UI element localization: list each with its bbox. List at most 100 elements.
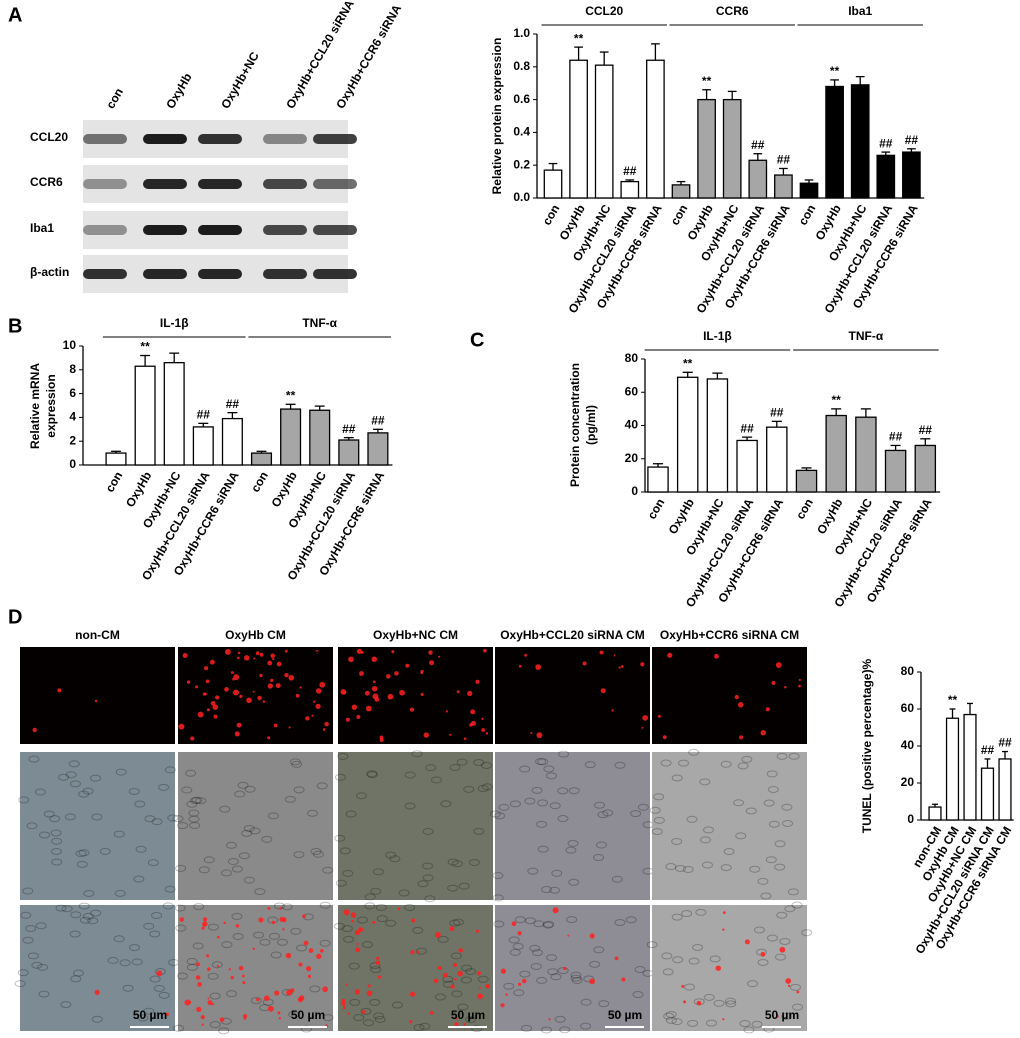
cell	[537, 799, 549, 807]
cell	[243, 824, 255, 832]
tunel-dot	[288, 674, 295, 681]
cell	[49, 815, 61, 823]
annotation: **	[683, 356, 693, 370]
cell	[167, 814, 179, 822]
tunel-dot	[589, 933, 595, 939]
cell	[473, 827, 485, 835]
tunel-dot	[737, 702, 744, 708]
cell	[113, 935, 125, 943]
tunel-dot	[197, 711, 204, 718]
cell	[583, 975, 595, 983]
micrograph	[178, 752, 333, 900]
cell	[535, 758, 547, 766]
cell	[494, 812, 506, 820]
lane-label: con	[103, 86, 126, 111]
tunel-dot	[322, 986, 328, 993]
tunel-dot	[252, 690, 255, 693]
stain-label: TUNEL	[604, 649, 644, 663]
bar	[105, 452, 127, 466]
blot-band	[83, 225, 127, 235]
tunel-dot	[350, 912, 357, 918]
cell	[524, 797, 536, 805]
cell	[115, 768, 127, 776]
cell	[219, 805, 231, 813]
cell	[637, 803, 649, 811]
tunel-dot	[351, 704, 357, 710]
cell	[243, 876, 255, 884]
bar	[825, 85, 844, 199]
tunel-dot	[467, 690, 473, 697]
cell	[364, 902, 376, 910]
tunel-dot	[642, 715, 648, 721]
tunel-dot	[456, 690, 460, 694]
bar	[309, 409, 331, 466]
cell	[174, 904, 186, 912]
cell	[653, 793, 665, 801]
tunel-dot	[641, 726, 644, 729]
cell	[663, 1012, 675, 1020]
cell	[284, 795, 296, 803]
cell	[665, 1010, 677, 1018]
tunel-dot	[284, 649, 288, 653]
blot-band	[198, 134, 242, 144]
cell	[341, 925, 353, 933]
annotation: ##	[981, 743, 995, 757]
cell	[147, 859, 159, 867]
tunel-dot	[722, 911, 726, 915]
blot-band	[143, 225, 187, 235]
cell	[784, 905, 796, 913]
bar	[367, 432, 389, 466]
cell	[749, 865, 761, 873]
y-tick-label: 0	[631, 484, 638, 498]
tunel-dot	[428, 650, 433, 655]
cell	[172, 815, 184, 823]
bar	[799, 182, 819, 199]
cell	[543, 765, 555, 773]
cell	[363, 1019, 375, 1027]
cell	[149, 930, 161, 938]
panel-label: B	[8, 315, 22, 337]
tunel-dot	[313, 700, 316, 703]
cell	[175, 924, 187, 932]
cell	[373, 1012, 385, 1020]
cell	[757, 958, 769, 966]
annotation: ##	[197, 408, 211, 422]
tunel-dot	[303, 940, 309, 946]
tunel-dot	[715, 965, 722, 971]
x-tick-label: con	[248, 469, 271, 494]
cell	[571, 977, 583, 985]
bar	[980, 767, 995, 821]
cell	[791, 901, 803, 909]
tunel-dot	[253, 657, 256, 660]
tunel-dot	[667, 652, 673, 658]
cell	[241, 829, 253, 837]
scale-label: 50 µm	[451, 1008, 485, 1022]
tunel-dot	[242, 981, 246, 985]
cell	[541, 886, 553, 894]
tunel-dot	[272, 657, 275, 661]
cell	[144, 815, 156, 823]
blot-band	[83, 134, 127, 144]
cell	[176, 822, 188, 830]
cell	[662, 968, 674, 976]
cell	[87, 917, 99, 925]
y-tick-label: 2	[69, 433, 76, 447]
tunel-dot	[535, 664, 542, 670]
cell	[471, 1025, 483, 1033]
tunel-dot	[475, 679, 480, 684]
tunel-dot	[273, 723, 278, 728]
cell	[129, 944, 141, 952]
column-title: OxyHb+CCL20 siRNA CM	[500, 628, 645, 642]
tunel-dot	[463, 1022, 467, 1026]
cell	[232, 932, 244, 940]
cell	[451, 990, 463, 998]
group-label: IL-1β	[160, 316, 189, 330]
tunel-dot	[259, 652, 264, 657]
cell	[557, 815, 569, 823]
cell	[114, 889, 126, 897]
tunel-dot	[360, 650, 364, 654]
cell	[724, 997, 736, 1005]
tunel-dot	[477, 993, 484, 1000]
cell	[134, 800, 146, 808]
